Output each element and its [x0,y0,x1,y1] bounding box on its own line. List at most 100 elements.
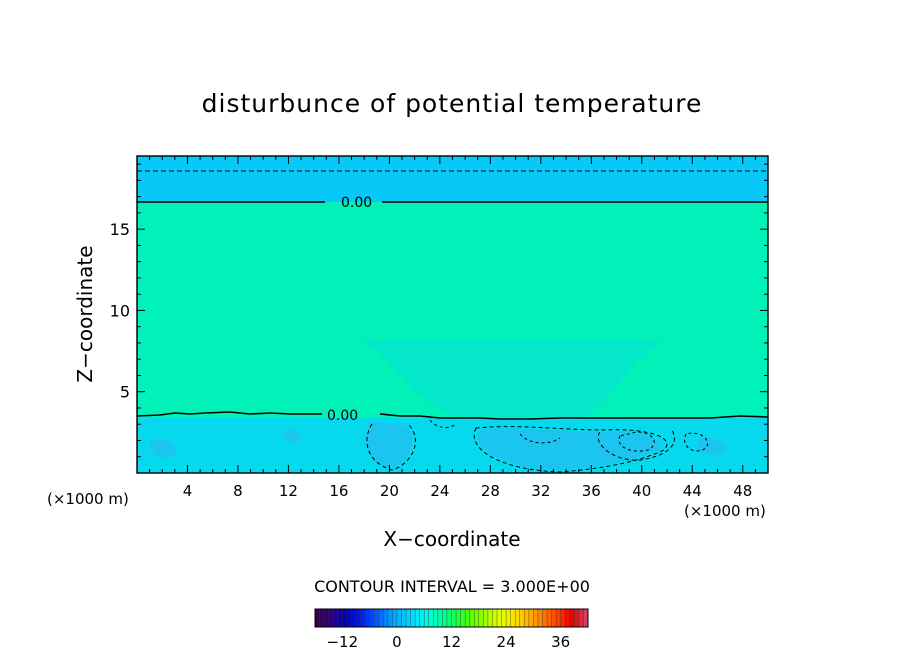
colorbar-cell [551,609,557,627]
colorbar-cell [406,609,411,627]
colorbar-cell [537,609,543,627]
chart-title: disturbunce of potential temperature [202,89,703,118]
top-band [137,156,768,202]
x-tick-label: 16 [329,482,348,500]
lower-patch [283,428,301,443]
colorbar-cell [510,609,516,627]
colorbar-cell [415,609,420,627]
colorbar-cell [333,609,339,627]
lower-patch [478,428,662,470]
x-unit-right: (×1000 m) [684,502,766,520]
x-tick-label: 40 [632,482,651,500]
colorbar-cell [355,609,361,627]
negative-contour-lobe [684,432,708,452]
colorbar-cell [569,609,575,627]
colorbar-cell [451,609,457,627]
colorbar-cell [433,609,439,627]
colorbar-cell [583,609,589,627]
colorbar-cell [374,609,379,627]
lower-patch [150,439,176,458]
negative-contour-lobe [597,429,675,461]
colorbar-cell [437,609,443,627]
colorbar-cell [360,609,366,627]
x-tick-label: 48 [733,482,752,500]
colorbar-cell [492,609,498,627]
colorbar-cell [469,609,475,627]
colorbar-tick-label: −12 [326,633,358,651]
x-axis-ticks [149,156,756,473]
colorbar-cell [460,609,466,627]
contour-label-lower: 0.00 [327,408,358,424]
colorbar-tick-label: 0 [392,633,402,651]
colorbar-cell [346,609,352,627]
colorbar-cell [474,609,480,627]
colorbar-cell [506,609,511,627]
colorbar-cell [519,609,525,627]
colorbar-cell [478,609,484,627]
colorbar-cell [324,609,329,627]
colorbar-cell [387,609,393,627]
colorbar-cell [446,609,452,627]
colorbar-cell [319,609,325,627]
colorbar-cell [396,609,402,627]
colorbar-frame [314,608,589,628]
colorbar-cell [401,609,407,627]
colorbar-cell [501,609,507,627]
colorbar-cell [315,609,320,627]
colorbar-cell [456,609,461,627]
negative-contour-lobe [618,431,655,452]
colorbar-tick-label: 24 [497,633,516,651]
contour-label-upper: 0.00 [341,195,372,211]
negative-contour-lobe [473,426,668,473]
colorbar-cell [351,609,357,627]
trough-region [360,340,665,418]
colorbar-cell [542,609,548,627]
colorbar-cell [578,609,584,627]
contour-interval-text: CONTOUR INTERVAL = 3.000E+00 [314,577,590,596]
colorbar-tick-label: 36 [551,633,570,651]
x-unit-left: (×1000 m) [47,490,129,508]
x-tick-label: 28 [481,482,500,500]
x-axis-label: X−coordinate [383,527,520,551]
colorbar [314,608,589,628]
colorbar-tick-label: 12 [442,633,461,651]
y-axis-ticks [137,163,768,458]
x-tick-label: 44 [683,482,702,500]
colorbar-cell [533,609,539,627]
y-tick-labels: 5 10 15 [110,220,130,402]
colorbar-cell [383,609,389,627]
colorbar-cell [556,609,561,627]
colorbar-cell [392,609,398,627]
colorbar-cell [465,609,470,627]
x-tick-label: 36 [582,482,601,500]
y-axis-label: Z−coordinate [73,245,97,382]
lower-patch [696,437,727,455]
colorbar-cell [487,609,493,627]
colorbar-cell [483,609,489,627]
zero-contour-lower [136,411,769,420]
colorbar-cell [419,609,425,627]
colorbar-cell [378,609,384,627]
colorbar-cell [528,609,534,627]
x-tick-labels: 4 8 12 16 20 24 28 32 36 40 44 48 [183,482,753,500]
x-tick-label: 20 [380,482,399,500]
contour-labels: 0.00 0.00 [327,195,372,424]
x-tick-label: 32 [531,482,550,500]
negative-contour-lobe [519,433,561,444]
colorbar-cell [574,609,580,627]
negative-contour-lobe [366,423,416,471]
colorbar-cell [369,609,375,627]
x-tick-label: 4 [183,482,193,500]
lower-band [137,418,768,473]
colorbar-cell [365,609,370,627]
lower-patch [365,422,413,468]
colorbar-tick-labels: −12 0 12 24 36 [326,633,570,651]
y-tick-label: 10 [110,301,130,320]
colorbar-cell [410,609,416,627]
y-tick-label: 15 [110,220,130,239]
negative-contour-lobe [429,419,457,428]
colorbar-cell [547,609,552,627]
colorbar-cell [497,609,502,627]
contour-lines [136,170,769,473]
